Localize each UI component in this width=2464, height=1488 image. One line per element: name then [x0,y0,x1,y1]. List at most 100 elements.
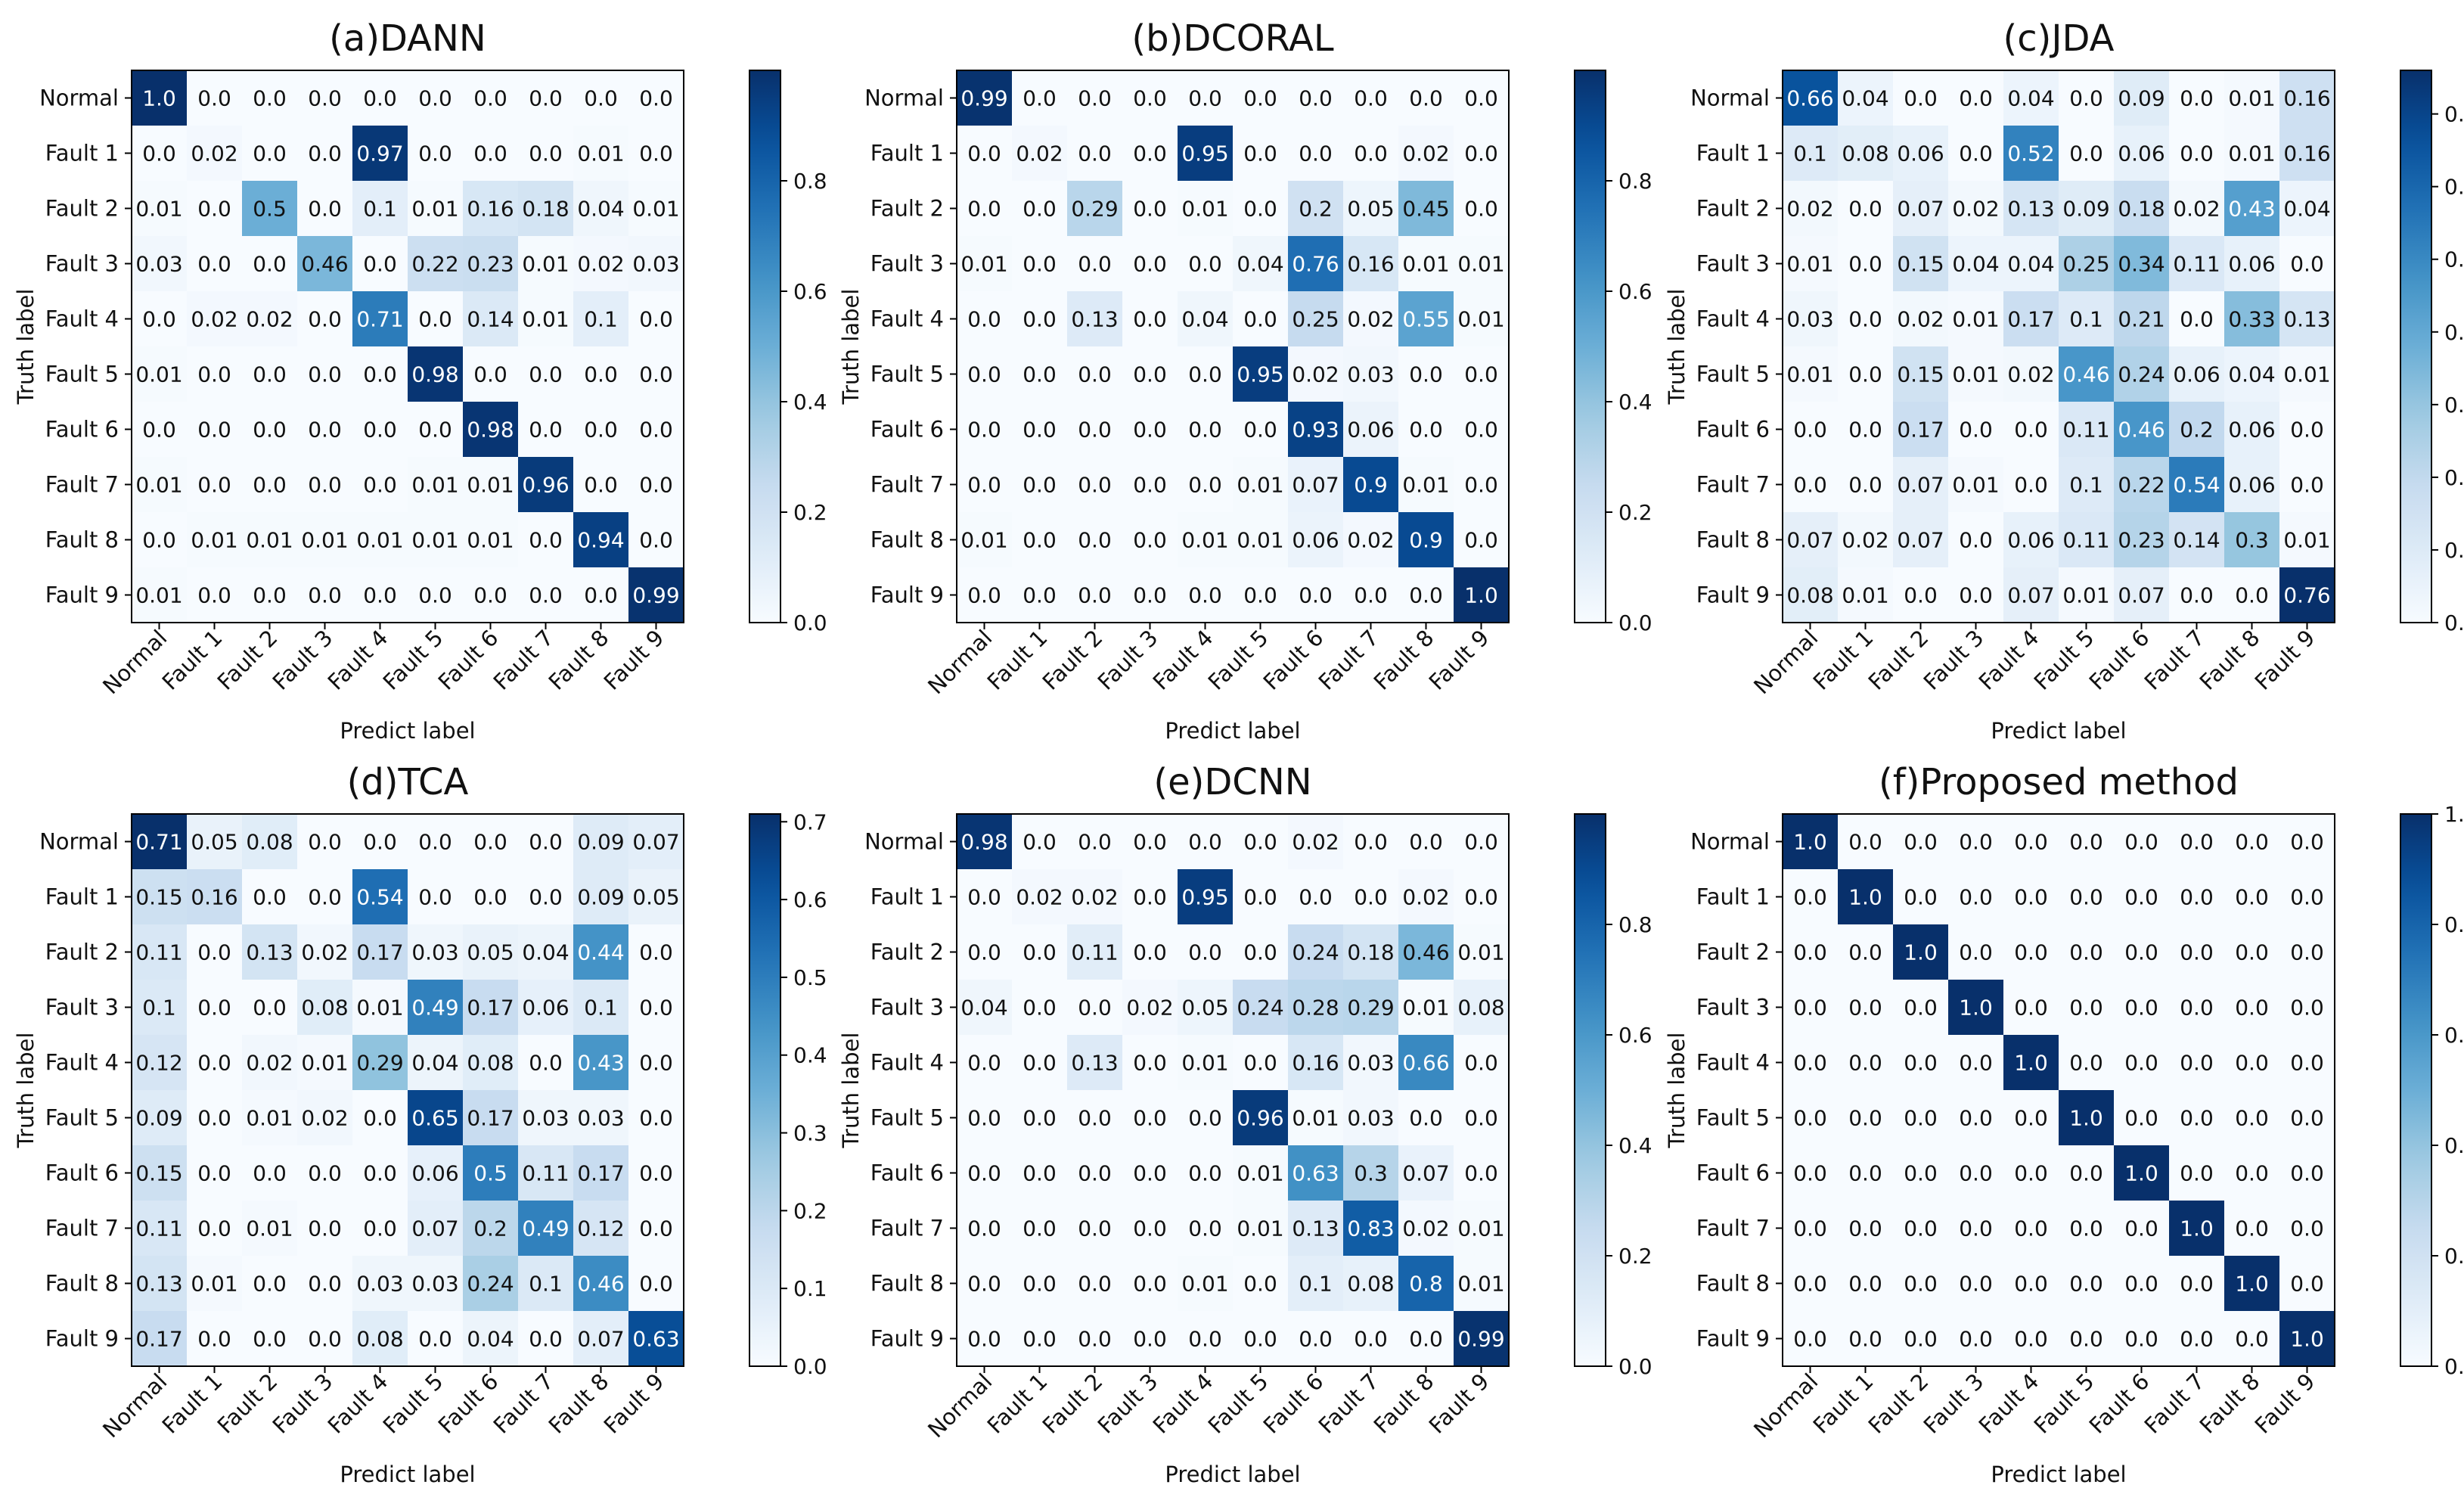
heatmap-cell [1783,980,1838,1035]
heatmap-cell [1233,1201,1288,1256]
x-tick-label: Fault 6 [433,1368,504,1439]
heatmap-cell [1012,1035,1067,1090]
cell-value: 0.0 [1848,996,1882,1020]
cell-value: 0.46 [577,1272,624,1297]
cell-value: 0.0 [197,583,231,608]
colorbar-tick-label: 0.4 [1618,390,1652,415]
cell-value: 0.0 [1133,1161,1167,1186]
cell-value: 0.16 [2283,86,2330,111]
cell-value: 0.0 [1078,1161,1112,1186]
cell-value: 0.0 [363,1161,397,1186]
cell-value: 0.52 [2007,141,2054,166]
cell-value: 0.05 [191,830,237,855]
cell-value: 0.98 [411,362,458,387]
heatmap-cell [518,1090,573,1145]
heatmap-cell [1233,869,1288,924]
cell-value: 0.01 [301,1051,348,1076]
heatmap-cell [1783,346,1838,402]
cell-value: 0.25 [1292,307,1339,332]
cell-value: 0.01 [577,141,624,166]
heatmap-cell [463,567,518,623]
heatmap-cell [518,869,573,924]
heatmap-cell [1233,1090,1288,1145]
cell-value: 0.96 [522,473,569,498]
colorbar-tick-label: 0.2 [793,1198,827,1223]
cell-value: 0.02 [1786,197,1833,222]
heatmap-cell [242,1090,297,1145]
heatmap-cell [1122,402,1178,457]
heatmap-cell [1012,567,1067,623]
cell-value: 0.0 [308,1216,342,1241]
heatmap-cell [1012,181,1067,236]
heatmap-cell [1233,126,1288,181]
cell-value: 0.08 [1347,1272,1394,1297]
cell-value: 0.0 [1959,830,1993,855]
heatmap-cell [1343,814,1398,869]
cell-value: 0.15 [1897,362,1944,387]
heatmap-cell [2003,1145,2059,1201]
cell-value: 0.24 [1292,940,1339,965]
cell-value: 0.0 [142,528,176,553]
heatmap-cell [408,1311,463,1366]
x-tick-label: Fault 1 [1808,1368,1879,1439]
heatmap-cell [2114,1201,2169,1256]
heatmap-cell [628,567,684,623]
heatmap-cell [628,70,684,126]
heatmap-cell [463,814,518,869]
cell-value: 0.0 [639,86,673,111]
cell-value: 0.0 [1959,1106,1993,1131]
cell-value: 0.03 [411,1272,458,1297]
heatmap-cell [1343,980,1398,1035]
colorbar-tick-label: 1.0 [2444,802,2464,827]
cell-value: 0.0 [1904,1272,1938,1297]
plot-frame [131,813,684,1367]
cell-value: 0.0 [1133,86,1167,111]
y-tick-label: Fault 9 [870,582,944,608]
heatmap-cell [408,924,463,980]
cell-value: 0.0 [2180,1106,2214,1131]
heatmap-cell [957,924,1012,980]
x-tick-label: Fault 5 [2029,625,2099,695]
cell-value: 0.07 [1786,528,1833,553]
cell-value: 0.0 [197,1161,231,1186]
heatmap-cell [297,924,352,980]
heatmap-cell [1288,567,1343,623]
cell-value: 0.0 [1793,996,1827,1020]
cell-value: 0.0 [1243,418,1277,443]
heatmap-cell [1343,924,1398,980]
cell-value: 0.0 [1133,252,1167,277]
cell-value: 1.0 [1904,940,1938,965]
cell-value: 0.17 [356,940,403,965]
cell-value: 0.01 [467,528,514,553]
x-tick-label: Fault 3 [268,1368,338,1439]
cell-value: 0.0 [1188,418,1222,443]
heatmap-cell [132,1035,187,1090]
cell-value: 0.55 [1402,307,1449,332]
heatmap-cell [573,457,628,512]
heatmap-cell [1893,126,1948,181]
heatmap-cell [957,1145,1012,1201]
cell-value: 0.01 [1457,1272,1504,1297]
cell-value: 0.04 [2283,197,2330,222]
heatmap-cell [1838,236,1893,291]
cell-value: 0.0 [529,830,563,855]
cell-value: 0.07 [1897,473,1944,498]
cell-value: 0.02 [246,1051,293,1076]
cell-value: 0.0 [1133,362,1167,387]
heatmap-cell [1288,181,1343,236]
heatmap-cell [628,402,684,457]
cell-value: 0.71 [356,307,403,332]
panel-5: (f)Proposed method 1.0 0.0 0.0 0.0 0.0 0.0 0.0 0… [1664,761,2464,1487]
heatmap-cell [1233,457,1288,512]
cell-value: 0.0 [1464,473,1498,498]
heatmap-cell [1178,512,1233,567]
heatmap-cell [1398,1035,1454,1090]
heatmap-cell [2003,126,2059,181]
heatmap-cell [352,402,408,457]
cell-value: 0.0 [584,418,618,443]
heatmap-cell [573,512,628,567]
heatmap-cell [187,70,242,126]
cell-value: 0.0 [1133,1106,1167,1131]
y-tick-label: Fault 9 [45,582,119,608]
x-tick-label: Fault 7 [2140,625,2210,695]
